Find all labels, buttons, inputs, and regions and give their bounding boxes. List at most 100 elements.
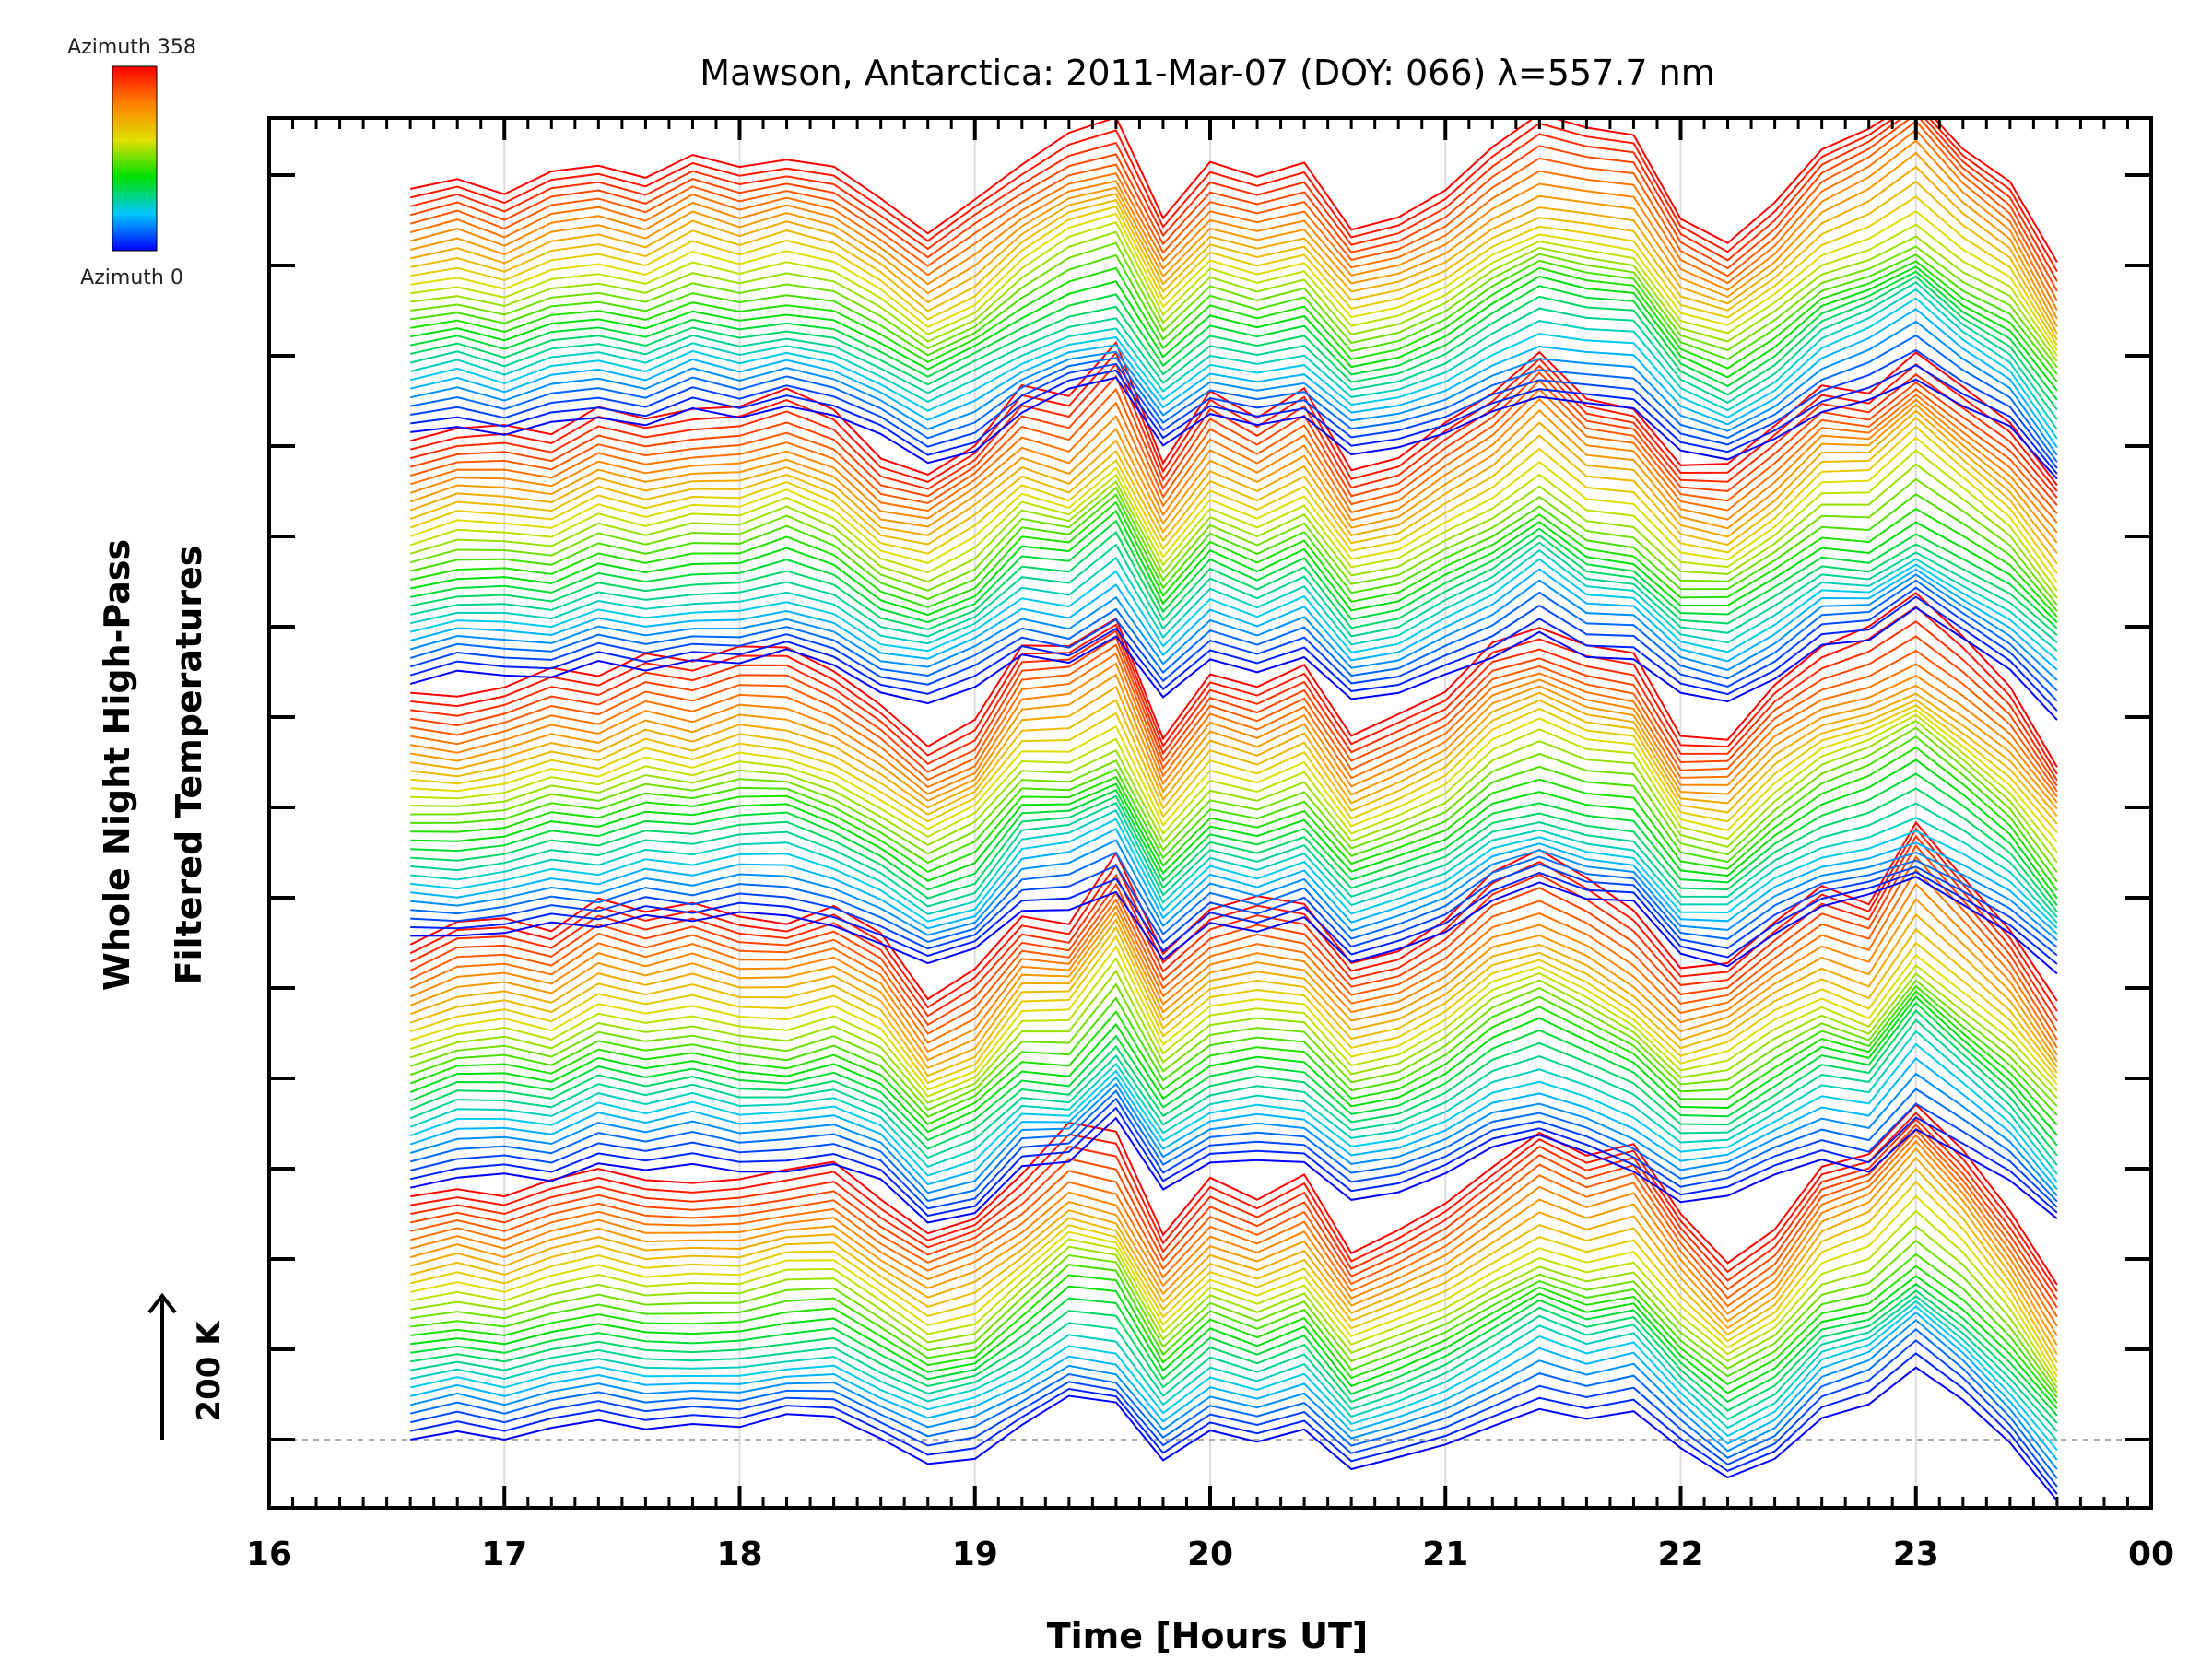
series-line xyxy=(410,334,2058,463)
series-line xyxy=(409,1030,2058,1175)
series-line xyxy=(409,898,2058,1063)
series-line xyxy=(409,868,2058,1049)
series-line xyxy=(410,871,2058,965)
series-line xyxy=(409,165,2058,335)
series-line xyxy=(410,195,2058,347)
series-line xyxy=(409,1097,2058,1210)
x-tick-label: 22 xyxy=(1657,1535,1703,1573)
series-line xyxy=(410,1225,2058,1389)
series-line xyxy=(409,882,2058,1056)
series-line xyxy=(410,839,2058,941)
series-line xyxy=(409,979,2058,1112)
series-line xyxy=(410,620,2058,782)
series-line xyxy=(409,1339,2058,1488)
series-line xyxy=(410,1265,2058,1404)
series-line xyxy=(409,449,2058,592)
series-line xyxy=(409,308,2058,448)
series-line xyxy=(409,912,2058,1070)
series-line xyxy=(410,808,2058,924)
series-line xyxy=(409,935,2058,1085)
series-line xyxy=(409,1124,2058,1309)
scale-bar-arrow-head xyxy=(147,1292,177,1314)
series-line xyxy=(410,652,2058,798)
series-line xyxy=(410,713,2058,853)
series-line xyxy=(410,241,2058,369)
series-line xyxy=(409,558,2058,661)
series-line xyxy=(410,685,2058,817)
series-line xyxy=(409,379,2058,514)
series-line xyxy=(409,541,2058,643)
series-line xyxy=(409,425,2058,574)
series-line xyxy=(410,348,2058,469)
series-line xyxy=(409,1311,2058,1461)
colorbar-top-label: Azimuth 358 xyxy=(67,36,196,59)
series-line xyxy=(410,863,2058,957)
series-line xyxy=(409,984,2058,1118)
x-tick-label: 23 xyxy=(1893,1535,1939,1573)
series-line xyxy=(409,990,2058,1126)
series-line xyxy=(409,417,2058,565)
series-line xyxy=(410,704,2058,834)
series-line xyxy=(409,350,2058,492)
series-line xyxy=(410,364,2058,475)
series-line xyxy=(410,519,2058,629)
series-line xyxy=(410,180,2058,341)
series-line xyxy=(410,1275,2058,1410)
series-line xyxy=(409,548,2058,652)
series-line xyxy=(410,772,2058,907)
series-line xyxy=(410,876,2058,975)
series-line xyxy=(409,297,2058,440)
series-line xyxy=(410,801,2058,918)
series-line xyxy=(410,1240,2058,1394)
x-axis-ticks: 16 17 18 19 20 21 22 23 00 xyxy=(246,118,2174,1573)
series-line xyxy=(410,265,2058,392)
series-line xyxy=(409,1128,2058,1318)
series-line xyxy=(409,118,2058,263)
series-line xyxy=(409,843,2058,1032)
series-line xyxy=(410,1352,2058,1495)
series-line xyxy=(410,673,2058,810)
series-line xyxy=(409,463,2058,599)
series-line xyxy=(409,118,2058,292)
series-line xyxy=(409,151,2058,327)
series-line xyxy=(410,662,2058,804)
series-line xyxy=(410,1253,2058,1398)
series-line xyxy=(409,1305,2058,1452)
x-tick-label: 21 xyxy=(1422,1535,1468,1573)
series-line xyxy=(409,493,2058,612)
series-line xyxy=(409,1088,2058,1203)
series-line xyxy=(409,925,2058,1077)
series-line xyxy=(409,281,2058,420)
series-line xyxy=(409,1001,2058,1147)
series-line xyxy=(409,1327,2058,1479)
x-tick-label: 18 xyxy=(716,1535,762,1573)
series-line xyxy=(410,230,2058,362)
series-line xyxy=(410,509,2058,624)
y-axis-label-line2: Filtered Temperatures xyxy=(169,546,209,985)
series-line xyxy=(410,1295,2058,1432)
series-line xyxy=(409,500,2058,618)
series-line xyxy=(409,477,2058,606)
series-line xyxy=(410,1289,2058,1424)
series-line xyxy=(410,1283,2058,1417)
series-line xyxy=(410,253,2058,375)
series-line xyxy=(409,1072,2058,1197)
y-axis-label-line1: Whole Night High-Pass xyxy=(97,539,137,991)
series-line xyxy=(410,828,2058,935)
series-line xyxy=(409,573,2058,681)
series-line xyxy=(409,1168,2058,1364)
series-line xyxy=(409,436,2058,583)
series-line xyxy=(409,275,2058,411)
series-line xyxy=(410,818,2058,929)
series-line xyxy=(409,139,2058,320)
series-line xyxy=(409,820,2058,1002)
colorbar: Azimuth 358 Azimuth 0 xyxy=(67,36,196,289)
series-line xyxy=(409,118,2058,272)
series-line xyxy=(409,1018,2058,1166)
series-line xyxy=(410,735,2058,883)
series-line xyxy=(409,854,2058,1041)
series-line xyxy=(409,1042,2058,1183)
series-line xyxy=(410,592,2058,768)
series-line xyxy=(409,1134,2058,1327)
